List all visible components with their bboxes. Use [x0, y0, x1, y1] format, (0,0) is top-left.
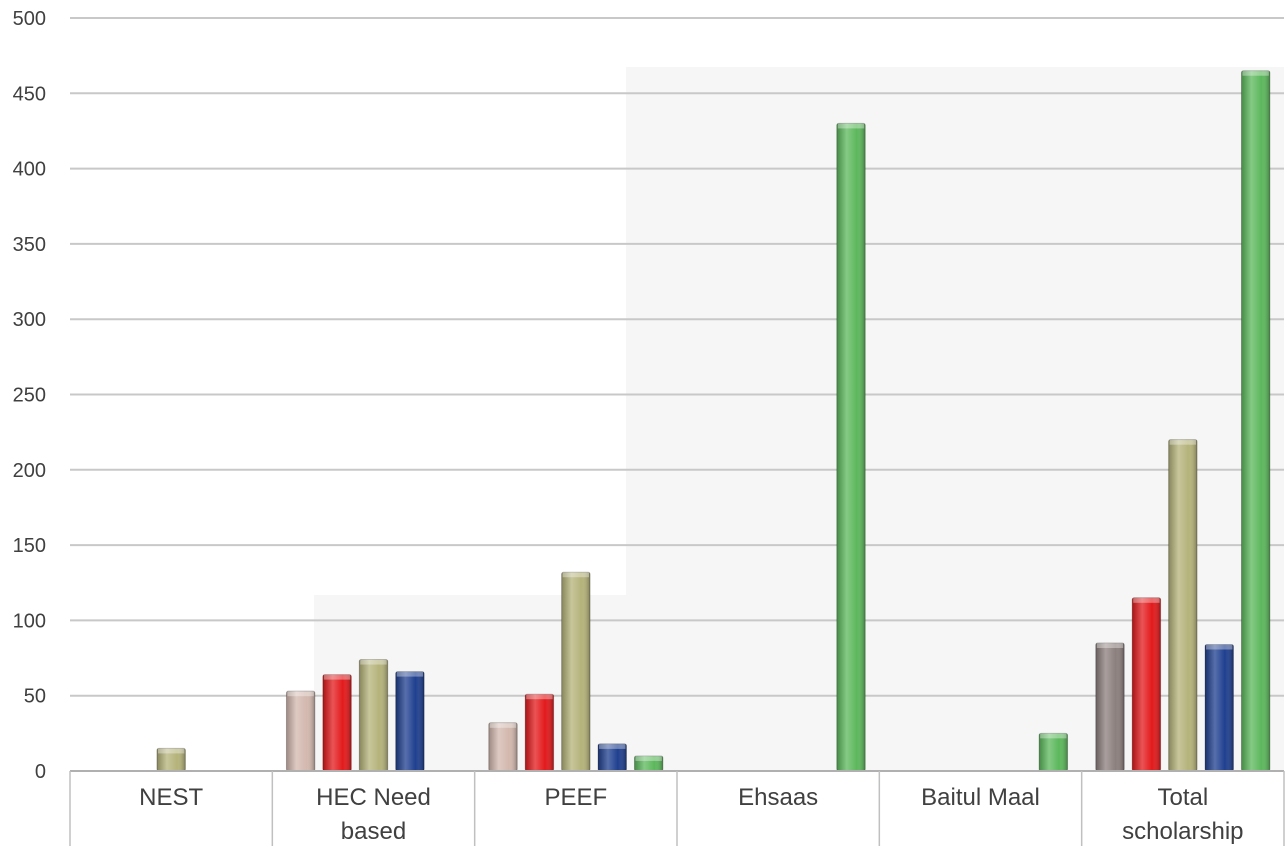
x-category-label: Total: [1157, 784, 1208, 811]
x-category-label: HEC Need: [316, 784, 431, 811]
bar-shading: [322, 674, 352, 771]
bar: [1204, 643, 1234, 772]
y-tick-label: 250: [13, 385, 46, 407]
bar: [285, 690, 316, 772]
bar-top-highlight: [562, 572, 590, 578]
bar-top-highlight: [1133, 597, 1160, 603]
bar: [322, 674, 352, 772]
bar-shading: [488, 722, 518, 771]
x-category-label: NEST: [139, 784, 203, 811]
bar-shading: [286, 691, 315, 771]
bar-top-highlight: [489, 722, 517, 728]
bar: [358, 659, 389, 772]
bar-shading: [1039, 733, 1068, 771]
bar-shading: [1205, 644, 1234, 771]
bar: [395, 671, 425, 772]
bar-top-highlight: [287, 691, 314, 697]
y-tick-label: 50: [24, 686, 46, 708]
x-category-label: Baitul Maal: [921, 784, 1040, 811]
bar-top-highlight: [396, 671, 424, 677]
bar-top-highlight: [323, 674, 351, 680]
y-tick-label: 500: [13, 8, 46, 30]
bar: [597, 743, 627, 772]
bar-shading: [1168, 439, 1198, 771]
x-category-label: based: [341, 818, 406, 845]
y-tick-label: 150: [13, 535, 46, 557]
bar: [1131, 597, 1162, 772]
y-tick-label: 0: [35, 761, 46, 783]
bar-shading: [561, 572, 591, 771]
bar: [1240, 70, 1271, 772]
bar-top-highlight: [1206, 644, 1233, 650]
bar-top-highlight: [1096, 642, 1124, 648]
y-tick-label: 200: [13, 460, 46, 482]
bar-shading: [1132, 597, 1161, 771]
y-tick-label: 400: [13, 159, 46, 181]
y-tick-label: 450: [13, 83, 46, 105]
bar-top-highlight: [157, 748, 185, 754]
bar-top-highlight: [635, 755, 662, 761]
bar: [633, 755, 664, 772]
bar: [836, 122, 866, 772]
bar-top-highlight: [1040, 733, 1067, 739]
y-tick-label: 350: [13, 234, 46, 256]
bar-shading: [395, 671, 425, 771]
y-tick-label: 300: [13, 309, 46, 331]
x-category-label: scholarship: [1122, 818, 1243, 845]
bar-shading: [1095, 642, 1125, 771]
bar-top-highlight: [837, 123, 865, 129]
bar-top-highlight: [360, 659, 387, 665]
bar-shading: [836, 123, 866, 772]
x-category-label: PEEF: [544, 784, 607, 811]
bar-shading: [359, 659, 388, 771]
bar-top-highlight: [1169, 439, 1197, 445]
bar: [156, 747, 186, 772]
bar-shading: [156, 748, 186, 771]
bar: [524, 693, 555, 772]
y-tick-label: 100: [13, 610, 46, 632]
bar-top-highlight: [526, 694, 553, 700]
bar: [1095, 642, 1125, 772]
bar: [1168, 439, 1198, 772]
x-category-label: Ehsaas: [738, 784, 818, 811]
bar-shading: [1241, 70, 1270, 771]
bar: [561, 571, 591, 772]
bar-shading: [634, 755, 663, 771]
bar-top-highlight: [1242, 70, 1269, 76]
bar-top-highlight: [599, 743, 626, 749]
bar: [1038, 732, 1069, 772]
bar-shading: [598, 743, 627, 771]
bar: [488, 722, 518, 772]
bar-shading: [525, 694, 554, 771]
